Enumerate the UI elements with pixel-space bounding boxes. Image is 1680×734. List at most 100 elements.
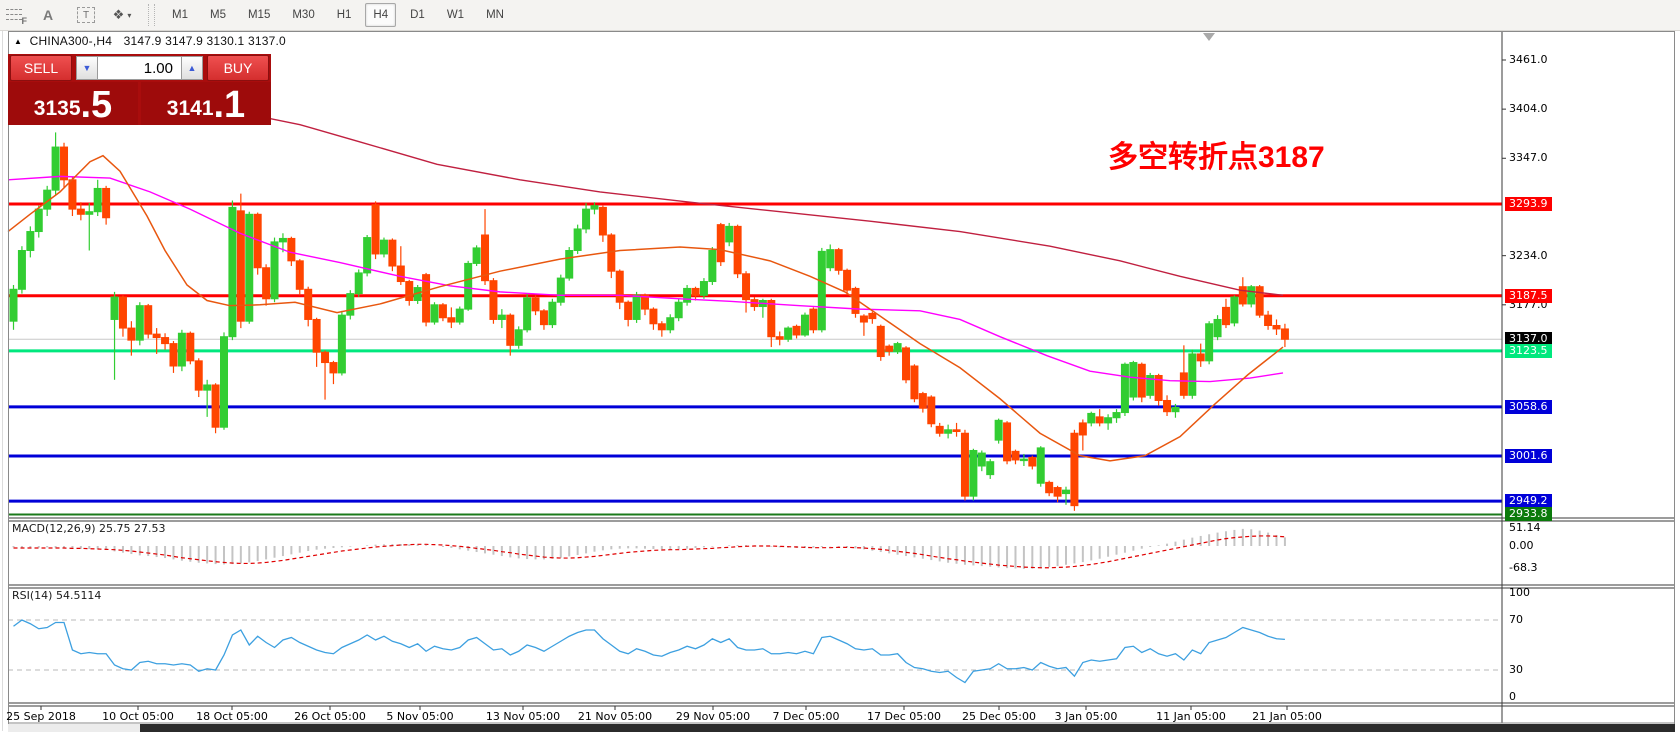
candle [1070, 432, 1079, 507]
candle [152, 333, 161, 339]
candle [817, 250, 826, 331]
candle [1163, 399, 1172, 413]
candle [960, 432, 969, 497]
candle [683, 287, 692, 303]
candle [396, 265, 405, 283]
candle [1036, 447, 1045, 484]
candle [590, 205, 599, 210]
candle [363, 237, 372, 274]
candle [312, 318, 321, 353]
arrows-icon[interactable]: ❖ ▾ [112, 7, 132, 22]
fibonacci-icon[interactable]: F [2, 2, 30, 28]
horizontal-scrollbar[interactable] [8, 724, 1675, 732]
volume-up-button[interactable]: ▲ [181, 56, 203, 80]
candle [211, 384, 220, 428]
candle [135, 305, 144, 341]
candle [1205, 323, 1214, 362]
date-tick: 3 Jan 05:00 [1054, 710, 1118, 723]
volume-down-button[interactable]: ▼ [76, 56, 98, 80]
timeframe-m15[interactable]: M15 [247, 9, 271, 21]
sell-price[interactable]: 3135.5 [8, 82, 138, 125]
candle [927, 396, 936, 425]
candle [329, 362, 338, 374]
buy-button[interactable]: BUY [207, 55, 269, 81]
price-badge-3123.5: 3123.5 [1505, 343, 1552, 358]
volume-input[interactable]: 1.00 [98, 56, 181, 80]
timeframe-d1[interactable]: D1 [410, 9, 425, 21]
buy-price[interactable]: 3141.1 [141, 82, 271, 125]
candle [826, 249, 835, 269]
chart-shift-marker-icon[interactable] [1203, 33, 1215, 41]
text-label-icon[interactable]: T [72, 2, 100, 28]
macd-signal-line [13, 535, 1285, 569]
toolbar: F A T ❖ ▾ M1 M5 M15 M30 H1 H4 D1 W1 MN [0, 0, 1680, 31]
candle [1221, 306, 1230, 326]
text-icon[interactable]: A [42, 7, 54, 23]
candle [1137, 363, 1146, 398]
candle [481, 234, 490, 282]
candle [228, 206, 237, 338]
candle [691, 287, 700, 296]
candle [1045, 481, 1054, 494]
date-tick: 7 Dec 05:00 [772, 710, 840, 723]
timeframe-m1[interactable]: M1 [172, 9, 188, 21]
candle [556, 277, 565, 303]
date-tick: 5 Nov 05:00 [386, 710, 454, 723]
candle [220, 336, 228, 428]
price-badge-3293.9: 3293.9 [1505, 197, 1552, 212]
timeframe-h4[interactable]: H4 [365, 3, 397, 27]
candle [506, 314, 515, 346]
candle [85, 211, 94, 215]
candle [514, 329, 523, 346]
candle [1003, 422, 1012, 462]
candle [1272, 324, 1281, 330]
candle [9, 288, 18, 322]
candle [531, 297, 540, 312]
date-tick: 21 Nov 05:00 [577, 710, 653, 723]
rsi-tick-70: 70 [1509, 613, 1523, 626]
candle [699, 281, 708, 296]
timeframe-h1[interactable]: H1 [336, 9, 352, 21]
candle [868, 312, 877, 320]
candle [1146, 374, 1155, 396]
timeframe-m5[interactable]: M5 [209, 9, 226, 21]
candle [422, 274, 431, 323]
candle [245, 213, 254, 322]
candle [1154, 374, 1163, 401]
candle [834, 249, 843, 271]
date-tick: 21 Jan 05:00 [1252, 710, 1322, 723]
candle [952, 429, 961, 433]
candle [1188, 353, 1197, 396]
candle [1247, 286, 1256, 305]
price-badge-3001.6: 3001.6 [1505, 449, 1552, 463]
candle [497, 314, 506, 320]
collapse-icon[interactable]: ▲ [14, 37, 23, 46]
date-tick: 11 Jan 05:00 [1156, 710, 1226, 723]
candle [1179, 372, 1188, 396]
candle [295, 260, 304, 290]
candle [1230, 296, 1239, 324]
candle [17, 250, 26, 290]
candle [1280, 328, 1289, 340]
candle [876, 325, 885, 358]
date-tick: 13 Nov 05:00 [485, 710, 561, 723]
rsi-line [13, 619, 1285, 684]
candle [379, 239, 388, 255]
candle [337, 314, 346, 374]
candle [1171, 406, 1180, 413]
ma_magenta-line [7, 175, 1284, 383]
timeframe-mn[interactable]: MN [486, 9, 504, 21]
ma_orange-line [7, 154, 1284, 462]
toolbar-separator [148, 4, 155, 26]
timeframe-w1[interactable]: W1 [446, 9, 465, 21]
scrollbar-thumb[interactable] [140, 724, 1675, 732]
date-tick: 25 Sep 2018 [6, 710, 76, 723]
candle [573, 228, 582, 252]
candle [287, 237, 296, 262]
candle [1078, 422, 1087, 436]
rsi-tick-100: 100 [1509, 586, 1530, 599]
sell-button[interactable]: SELL [10, 55, 72, 81]
timeframe-m30[interactable]: M30 [292, 9, 315, 21]
candle [102, 187, 111, 219]
